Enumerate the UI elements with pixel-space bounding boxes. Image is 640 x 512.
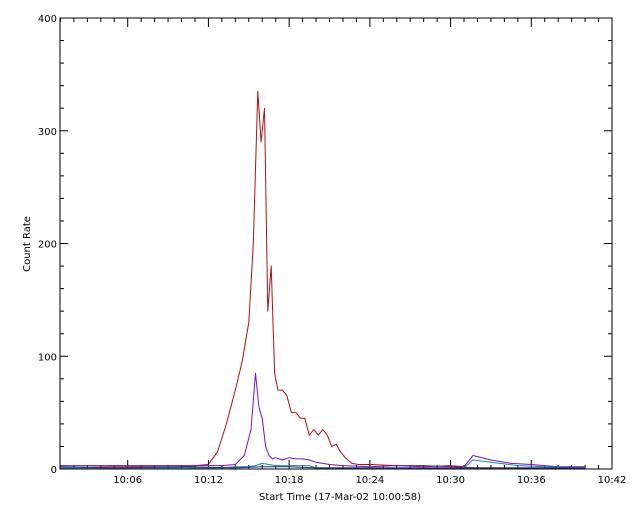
y-tick-label: 100 <box>38 352 57 363</box>
series-layer <box>60 90 586 469</box>
y-tick-label: 400 <box>38 14 57 25</box>
x-axis-title: Start Time (17-Mar-02 10:00:58) <box>259 492 421 503</box>
y-tick-label: 0 <box>51 465 57 476</box>
series-line-2 <box>60 372 586 468</box>
tick-labels: 0 100 200 300 400 10:06 10:12 10:18 10:24 10:30 10… <box>38 14 627 486</box>
series-line-3 <box>60 459 586 469</box>
x-tick-label: 10:36 <box>517 475 546 486</box>
series-line-1 <box>60 90 586 469</box>
x-tick-label: 10:30 <box>436 475 465 486</box>
x-tick-label: 10:42 <box>598 475 627 486</box>
y-tick-label: 300 <box>38 127 57 138</box>
x-tick-label: 10:18 <box>275 475 304 486</box>
axis-ticks <box>59 17 613 470</box>
series-line-4 <box>60 466 586 469</box>
x-tick-label: 10:12 <box>194 475 223 486</box>
plot-frame <box>59 17 613 470</box>
y-axis-title: Count Rate <box>22 216 33 272</box>
x-tick-label: 10:06 <box>113 475 142 486</box>
x-tick-label: 10:24 <box>355 475 384 486</box>
y-tick-label: 200 <box>38 240 57 251</box>
